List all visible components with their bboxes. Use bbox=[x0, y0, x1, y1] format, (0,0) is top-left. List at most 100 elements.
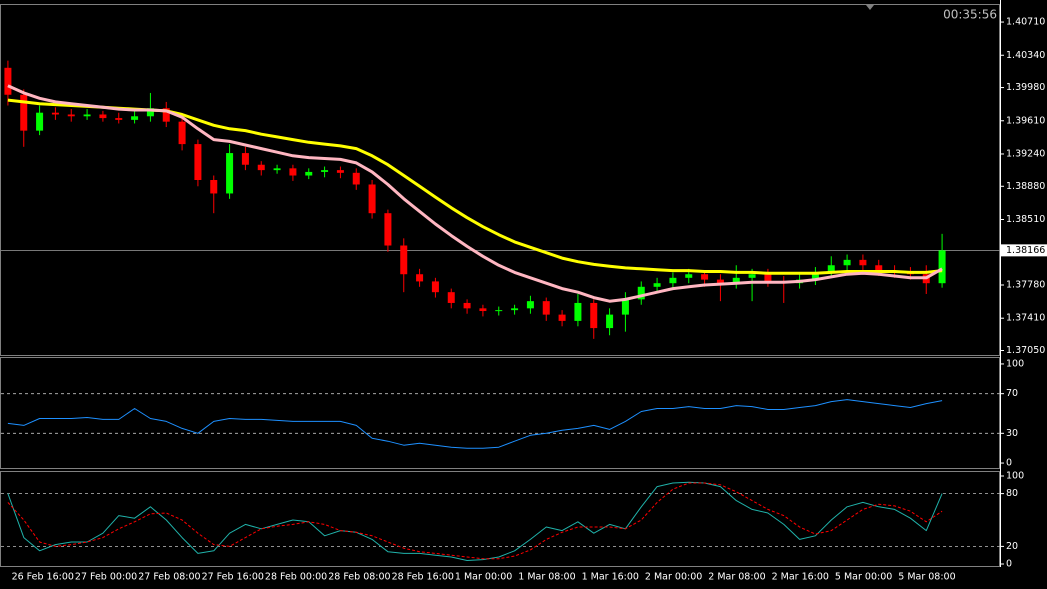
x-tick-label: 2 Mar 16:00 bbox=[772, 572, 829, 583]
candle-body bbox=[178, 121, 186, 145]
y-tick-label: 0 bbox=[1006, 458, 1012, 469]
candle-body bbox=[685, 274, 693, 278]
x-tick-label: 28 Feb 00:00 bbox=[265, 572, 327, 583]
y-tick-label: 1.37050 bbox=[1006, 345, 1045, 356]
candle-body bbox=[447, 292, 455, 303]
y-tick-label: 1.39980 bbox=[1006, 82, 1045, 93]
candle-body bbox=[51, 112, 59, 115]
shift-marker bbox=[866, 5, 874, 10]
indicator-line bbox=[7, 481, 943, 561]
y-tick-label: 0 bbox=[1006, 559, 1012, 570]
x-tick-label: 5 Mar 00:00 bbox=[835, 572, 892, 583]
candle-body bbox=[748, 274, 756, 278]
y-tick-label: 1.40710 bbox=[1006, 17, 1045, 28]
candle-body bbox=[352, 172, 360, 185]
candle-body bbox=[764, 274, 772, 282]
indicator-line bbox=[7, 84, 943, 303]
candle-body bbox=[542, 301, 550, 315]
y-tick-label: 70 bbox=[1006, 388, 1018, 399]
bid-label-box bbox=[1001, 244, 1047, 257]
candle-body bbox=[526, 301, 534, 309]
y-tick-label: 1.37780 bbox=[1006, 280, 1045, 291]
candle-body bbox=[558, 314, 566, 321]
candle-body bbox=[511, 308, 519, 311]
candle-body bbox=[463, 302, 471, 309]
y-tick-label: 1.40340 bbox=[1006, 50, 1045, 61]
indicator-line bbox=[7, 399, 943, 449]
candle-body bbox=[827, 265, 835, 273]
y-tick-label: 1.39610 bbox=[1006, 115, 1045, 126]
y-tick-label: 100 bbox=[1006, 358, 1024, 369]
candle-body bbox=[621, 299, 629, 315]
candle-body bbox=[701, 274, 709, 280]
rsi-panel-frame bbox=[0, 357, 1000, 469]
indicator-line bbox=[7, 98, 943, 275]
candle-body bbox=[384, 213, 392, 246]
candle-body bbox=[67, 114, 75, 117]
candle-body bbox=[4, 67, 12, 95]
candle-body bbox=[431, 281, 439, 293]
candle-body bbox=[194, 144, 202, 180]
candle-body bbox=[162, 108, 170, 122]
y-tick-label: 1.37410 bbox=[1006, 313, 1045, 324]
candle-body bbox=[305, 171, 313, 176]
candle-body bbox=[146, 108, 154, 117]
candle-body bbox=[590, 302, 598, 329]
y-tick-label: 20 bbox=[1006, 541, 1018, 552]
candle-body bbox=[669, 277, 677, 284]
candle-body bbox=[574, 302, 582, 321]
y-tick-label: 1.38880 bbox=[1006, 181, 1045, 192]
candle-body bbox=[336, 170, 344, 173]
x-tick-label: 5 Mar 08:00 bbox=[898, 572, 955, 583]
candle-body bbox=[83, 114, 91, 117]
candle-body bbox=[479, 308, 487, 312]
y-tick-label: 80 bbox=[1006, 488, 1018, 499]
candle-body bbox=[131, 116, 139, 120]
x-tick-label: 26 Feb 16:00 bbox=[12, 572, 74, 583]
x-tick-label: 2 Mar 08:00 bbox=[708, 572, 765, 583]
candle-body bbox=[653, 283, 661, 287]
candle-body bbox=[811, 272, 819, 280]
stochastic-panel-frame bbox=[0, 471, 1000, 567]
price-panel-frame bbox=[0, 4, 1000, 356]
candle-body bbox=[400, 245, 408, 275]
y-tick-label: 30 bbox=[1006, 428, 1018, 439]
x-tick-label: 27 Feb 00:00 bbox=[75, 572, 137, 583]
candle-body bbox=[273, 168, 281, 171]
candle-body bbox=[20, 94, 28, 131]
y-tick-label: 100 bbox=[1006, 471, 1024, 482]
y-tick-label: 1.38510 bbox=[1006, 214, 1045, 225]
candle-body bbox=[637, 286, 645, 300]
candle-body bbox=[495, 310, 503, 312]
candle-body bbox=[843, 259, 851, 266]
candle-body bbox=[859, 259, 867, 266]
x-tick-label: 28 Feb 16:00 bbox=[392, 572, 454, 583]
x-tick-label: 28 Feb 08:00 bbox=[328, 572, 390, 583]
candle-body bbox=[938, 250, 946, 284]
candle-body bbox=[606, 314, 614, 329]
x-tick-label: 1 Mar 00:00 bbox=[455, 572, 512, 583]
candle-body bbox=[732, 277, 740, 284]
x-tick-label: 2 Mar 00:00 bbox=[645, 572, 702, 583]
candle-body bbox=[115, 118, 123, 120]
candle-body bbox=[416, 274, 424, 282]
candle-body bbox=[716, 279, 724, 284]
bid-label: 1.38166 bbox=[1006, 245, 1045, 256]
candle-body bbox=[36, 112, 44, 131]
candle-timer: 00:35:56 bbox=[943, 8, 997, 22]
candle-body bbox=[875, 265, 883, 271]
indicator-line bbox=[7, 482, 943, 560]
x-tick-label: 27 Feb 16:00 bbox=[202, 572, 264, 583]
x-tick-label: 1 Mar 08:00 bbox=[518, 572, 575, 583]
y-tick-label: 1.39240 bbox=[1006, 148, 1045, 159]
x-tick-label: 1 Mar 16:00 bbox=[582, 572, 639, 583]
candle-body bbox=[210, 180, 218, 194]
candle-body bbox=[321, 170, 329, 172]
candle-body bbox=[289, 168, 297, 176]
candle-body bbox=[99, 114, 107, 119]
candle-body bbox=[257, 164, 265, 171]
candle-body bbox=[368, 184, 376, 214]
candle-body bbox=[241, 153, 249, 165]
